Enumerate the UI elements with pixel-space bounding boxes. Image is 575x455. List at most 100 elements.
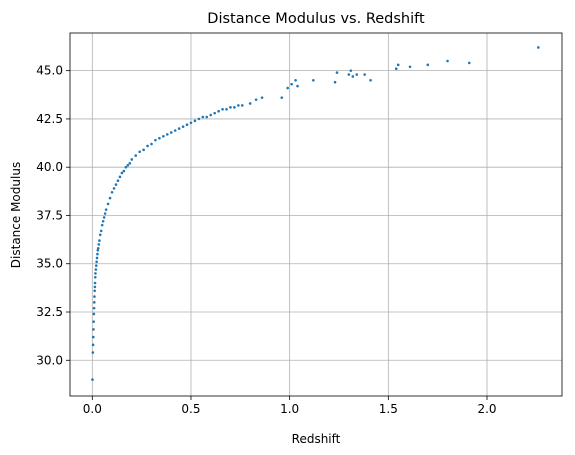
data-point xyxy=(201,115,205,119)
data-point xyxy=(312,79,315,82)
data-point xyxy=(93,289,96,293)
data-point xyxy=(333,80,337,84)
data-point xyxy=(189,121,193,125)
data-point xyxy=(99,229,103,233)
data-point xyxy=(126,163,130,167)
data-point xyxy=(154,138,157,142)
data-point xyxy=(122,169,126,173)
data-point xyxy=(92,320,95,323)
y-tick-label: 45.0 xyxy=(36,64,63,78)
data-point xyxy=(103,212,107,215)
data-point xyxy=(446,59,449,63)
data-point xyxy=(96,246,100,250)
data-point xyxy=(347,73,351,76)
data-point xyxy=(98,233,102,237)
plot-frame xyxy=(69,32,563,397)
data-point xyxy=(169,131,173,134)
data-point xyxy=(185,123,189,127)
data-point xyxy=(240,104,244,107)
data-point xyxy=(294,79,297,82)
data-point xyxy=(248,102,252,105)
data-point xyxy=(173,129,177,132)
data-point xyxy=(225,107,228,111)
data-point xyxy=(237,104,240,107)
data-point xyxy=(177,127,181,130)
chart-title: Distance Modulus vs. Redshift xyxy=(207,11,425,27)
data-point xyxy=(254,98,258,101)
data-point xyxy=(101,219,105,223)
x-tick-label: 1.5 xyxy=(379,402,398,416)
data-point xyxy=(91,335,95,339)
data-point xyxy=(93,281,97,285)
data-point xyxy=(197,117,201,121)
data-point xyxy=(92,306,96,310)
data-point xyxy=(396,63,400,67)
data-point xyxy=(369,79,372,82)
y-tick-label: 32.5 xyxy=(36,305,63,319)
data-point xyxy=(408,65,412,69)
y-tick-label: 42.5 xyxy=(36,112,63,126)
data-point xyxy=(260,96,264,99)
data-point xyxy=(296,84,299,88)
data-point xyxy=(93,295,96,298)
data-point xyxy=(120,171,124,175)
data-point xyxy=(290,82,293,86)
data-point xyxy=(108,196,112,200)
axis-ticks: 0.0 0.5 1.0 1.5 2.0 30.0 32.5 35.0 37.5 40.0 42.5 4… xyxy=(36,64,496,416)
x-tick-label: 1.0 xyxy=(280,402,299,416)
data-point xyxy=(335,71,339,74)
data-point xyxy=(95,256,99,260)
y-axis-label: Distance Modulus xyxy=(9,162,23,268)
data-point xyxy=(130,158,134,161)
x-tick-label: 2.0 xyxy=(477,402,496,416)
data-point xyxy=(92,301,96,304)
data-point xyxy=(94,272,97,275)
data-point xyxy=(158,136,161,140)
data-point xyxy=(116,179,120,183)
data-point xyxy=(150,142,153,146)
data-point xyxy=(286,86,289,90)
data-point xyxy=(355,73,359,76)
data-point xyxy=(128,162,132,165)
data-point xyxy=(537,46,540,49)
data-point xyxy=(92,312,96,316)
data-point xyxy=(92,328,95,331)
data-point xyxy=(467,61,471,65)
data-point xyxy=(363,73,366,76)
data-point xyxy=(96,248,100,252)
data-point xyxy=(114,183,118,186)
data-point xyxy=(394,67,398,71)
data-point xyxy=(142,148,145,152)
data-point xyxy=(138,150,141,154)
data-point xyxy=(146,144,149,148)
data-point xyxy=(181,125,185,128)
data-point xyxy=(91,343,95,347)
data-point xyxy=(280,96,284,99)
data-point xyxy=(102,216,106,219)
x-tick-label: 0.0 xyxy=(83,402,102,416)
data-point xyxy=(165,133,169,136)
data-point xyxy=(106,202,110,206)
y-tick-label: 40.0 xyxy=(36,160,63,174)
data-point xyxy=(93,285,97,289)
data-point xyxy=(100,223,104,227)
data-point xyxy=(349,69,353,72)
x-tick-label: 0.5 xyxy=(181,402,200,416)
data-point xyxy=(233,106,236,109)
data-point xyxy=(229,106,232,109)
data-point xyxy=(112,187,116,190)
data-point xyxy=(110,190,114,194)
data-point xyxy=(118,175,122,179)
data-point xyxy=(193,119,197,123)
data-point xyxy=(93,275,97,279)
data-point xyxy=(205,115,209,119)
data-point xyxy=(91,351,95,354)
y-tick-label: 35.0 xyxy=(36,257,63,271)
grid xyxy=(70,33,562,396)
x-axis-label: Redshift xyxy=(292,432,341,446)
data-point xyxy=(209,113,213,117)
data-point xyxy=(162,135,165,138)
data-point xyxy=(351,75,355,78)
